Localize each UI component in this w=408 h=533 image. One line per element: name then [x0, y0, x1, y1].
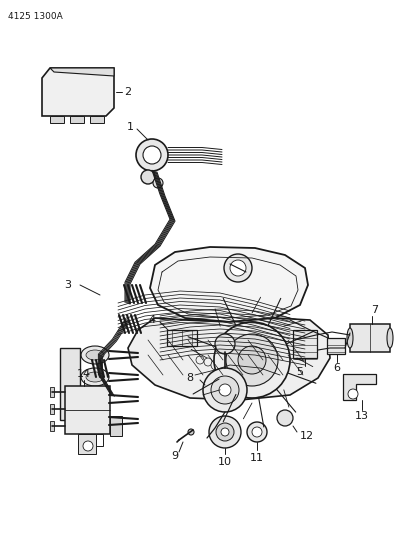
Text: 4: 4	[149, 315, 155, 325]
Polygon shape	[343, 374, 376, 400]
Text: 9: 9	[171, 451, 179, 461]
Bar	[50, 404, 54, 414]
Circle shape	[234, 366, 246, 378]
Circle shape	[348, 389, 358, 399]
Circle shape	[204, 358, 212, 366]
Circle shape	[209, 416, 241, 448]
Text: 5: 5	[297, 367, 304, 377]
Ellipse shape	[81, 346, 109, 364]
Circle shape	[226, 364, 238, 376]
Circle shape	[226, 334, 278, 386]
Text: 14: 14	[77, 369, 91, 379]
Ellipse shape	[86, 394, 104, 404]
Ellipse shape	[81, 368, 109, 386]
Bar	[50, 116, 64, 123]
Circle shape	[219, 362, 229, 372]
Ellipse shape	[347, 328, 353, 348]
Text: 13: 13	[355, 411, 369, 421]
Circle shape	[230, 260, 246, 276]
Text: 12: 12	[300, 431, 314, 441]
Circle shape	[247, 422, 267, 442]
Bar	[350, 324, 390, 352]
Bar	[110, 416, 122, 436]
Circle shape	[216, 423, 234, 441]
Bar	[90, 116, 104, 123]
Circle shape	[221, 428, 229, 436]
Text: 6: 6	[333, 363, 341, 373]
Bar	[50, 387, 54, 397]
Ellipse shape	[81, 412, 109, 430]
Circle shape	[211, 376, 239, 404]
Circle shape	[196, 356, 204, 364]
Circle shape	[277, 410, 293, 426]
Bar	[293, 330, 317, 358]
Bar	[78, 434, 96, 454]
Text: 3: 3	[64, 280, 71, 290]
Text: 1: 1	[126, 122, 133, 132]
Circle shape	[215, 334, 235, 354]
Bar	[167, 330, 197, 346]
Circle shape	[153, 178, 163, 188]
Text: 8: 8	[186, 373, 193, 383]
Polygon shape	[50, 68, 114, 76]
Bar	[65, 386, 110, 434]
Polygon shape	[42, 68, 114, 116]
Ellipse shape	[387, 328, 393, 348]
Circle shape	[188, 429, 194, 435]
Circle shape	[203, 368, 247, 412]
Circle shape	[83, 441, 93, 451]
Ellipse shape	[86, 350, 104, 360]
Text: 2: 2	[124, 87, 131, 97]
Polygon shape	[128, 318, 330, 400]
Bar	[70, 116, 84, 123]
Circle shape	[252, 427, 262, 437]
Circle shape	[219, 384, 231, 396]
Bar	[85, 434, 103, 446]
Circle shape	[224, 254, 252, 282]
Circle shape	[211, 360, 221, 370]
Polygon shape	[150, 247, 308, 322]
Ellipse shape	[81, 390, 109, 408]
Circle shape	[136, 139, 168, 171]
Bar	[327, 338, 345, 354]
Circle shape	[141, 170, 155, 184]
Text: 4125 1300A: 4125 1300A	[8, 12, 63, 21]
Text: 11: 11	[250, 453, 264, 463]
Circle shape	[238, 346, 266, 374]
Circle shape	[214, 322, 290, 398]
Text: 7: 7	[371, 305, 379, 315]
Circle shape	[143, 146, 161, 164]
Ellipse shape	[86, 372, 104, 382]
Bar	[50, 421, 54, 431]
Polygon shape	[60, 348, 80, 420]
Text: 10: 10	[218, 457, 232, 467]
Ellipse shape	[86, 416, 104, 426]
